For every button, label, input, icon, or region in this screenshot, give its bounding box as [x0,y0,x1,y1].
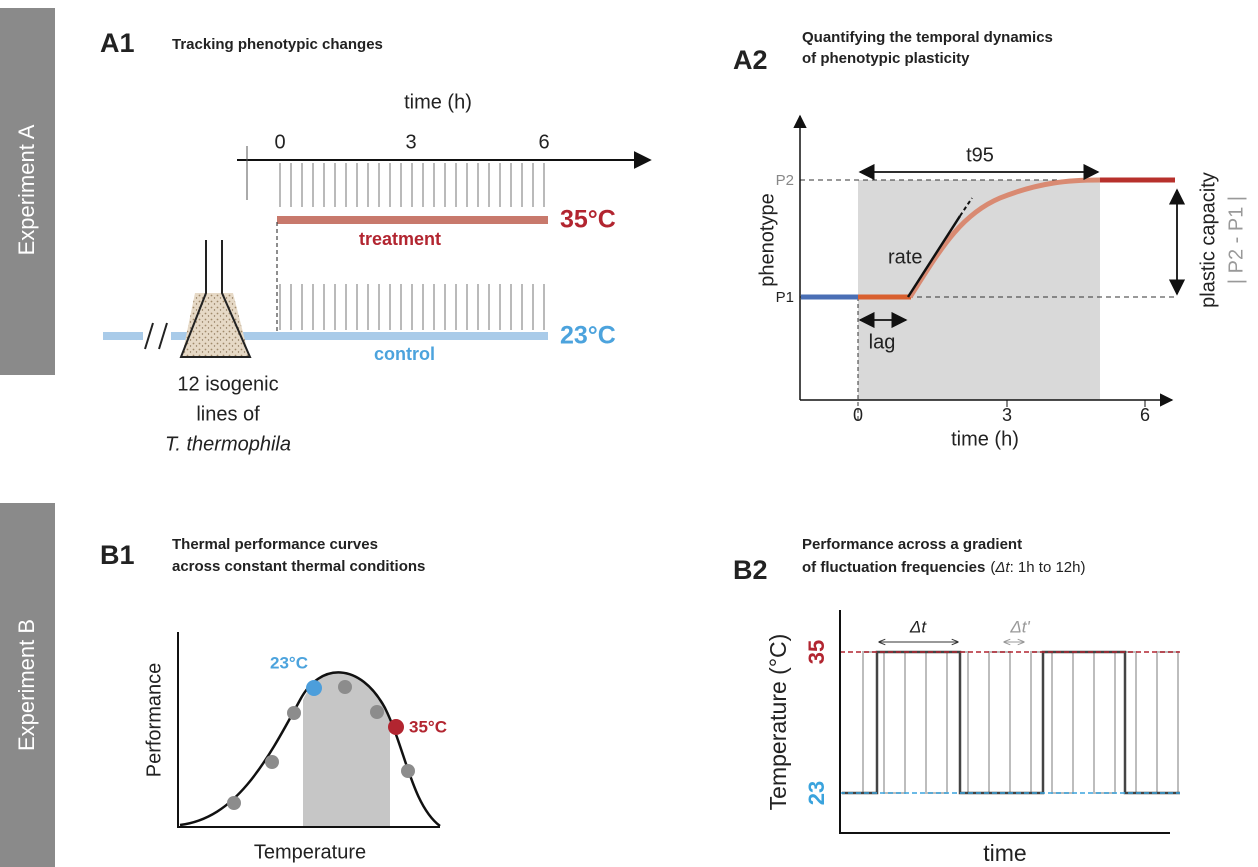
axis-title: time [983,840,1026,866]
panel-label: A2 [733,45,768,75]
sample-label: T. thermophila [165,433,291,455]
panel-title: Performance across a gradient [802,536,1022,553]
treatment-label: treatment [359,229,441,249]
level-label: P2 [776,172,794,189]
measure-points [227,680,415,810]
title-note: ( [990,559,995,576]
panel-title: across constant thermal conditions [172,558,425,575]
panel-label: A1 [100,28,135,58]
tick-label: 6 [538,131,549,153]
point [227,796,241,810]
interval-label: Δt [909,617,927,636]
tick-label: 3 [1002,405,1012,425]
point [287,706,301,720]
axis-title: phenotype [756,193,778,286]
sampling-marks [279,284,545,330]
level-label: P1 [776,289,794,306]
panel-title: of fluctuation frequencies (Δt: 1h to 12h… [802,559,1085,576]
title-part: of fluctuation frequencies [802,559,985,576]
control-label: control [374,344,435,364]
point-label: 35°C [409,717,447,736]
point [401,764,415,778]
break-mark [158,322,168,350]
fast-wave [842,651,1180,794]
point-label: 23°C [270,653,308,672]
lag-label: lag [869,331,896,353]
flask [179,240,252,358]
axes [177,632,440,828]
title-note: Δt [994,559,1010,576]
panel-title: Tracking phenotypic changes [172,36,383,53]
title-note: : 1h to 12h) [1010,559,1086,576]
axes [839,610,1170,834]
rate-extension [959,197,973,217]
side-label: Experiment A [14,124,39,255]
panel-title: Thermal performance curves [172,536,378,553]
axis-title: Temperature [254,841,366,863]
axis-title: time (h) [951,428,1019,450]
point-23 [306,680,322,696]
point [370,705,384,719]
panel-title: of phenotypic plasticity [802,50,970,67]
point [265,755,279,769]
side-label: Experiment B [14,619,39,751]
sample-label: lines of [196,403,260,425]
capacity-formula: | P2 - P1 | [1225,196,1247,284]
break-mark [144,322,154,350]
control-temp: 23°C [560,322,616,350]
panel-label: B2 [733,555,768,585]
sampling-marks [279,163,545,207]
treatment-temp: 35°C [560,206,616,234]
level-label: 23 [804,781,829,805]
tick-label: 3 [405,131,416,153]
response-window [858,180,1100,400]
tick-label: 0 [853,405,863,425]
flask-sand [182,293,249,356]
side-bar [0,8,55,375]
point-35 [388,719,404,735]
fast-fluctuation [842,651,1180,794]
capacity-label: plastic capacity [1197,172,1219,308]
sample-label: 12 isogenic [177,373,278,395]
panel-label: B1 [100,540,135,570]
point [338,680,352,694]
rate-label: rate [888,246,922,268]
rate-line [906,215,962,298]
axis-title: time (h) [404,91,472,113]
interval-label: Δt' [1009,617,1030,636]
axis-title: Performance [143,663,165,778]
level-label: 35 [804,640,829,664]
range-shade [303,672,390,827]
t95-label: t95 [966,144,994,166]
tick-label: 0 [274,131,285,153]
panel-title: Quantifying the temporal dynamics [802,29,1053,46]
tick-label: 6 [1140,405,1150,425]
side-bar [0,503,55,867]
axis-title: Temperature (°C) [765,634,791,811]
response-curve [907,177,1101,299]
